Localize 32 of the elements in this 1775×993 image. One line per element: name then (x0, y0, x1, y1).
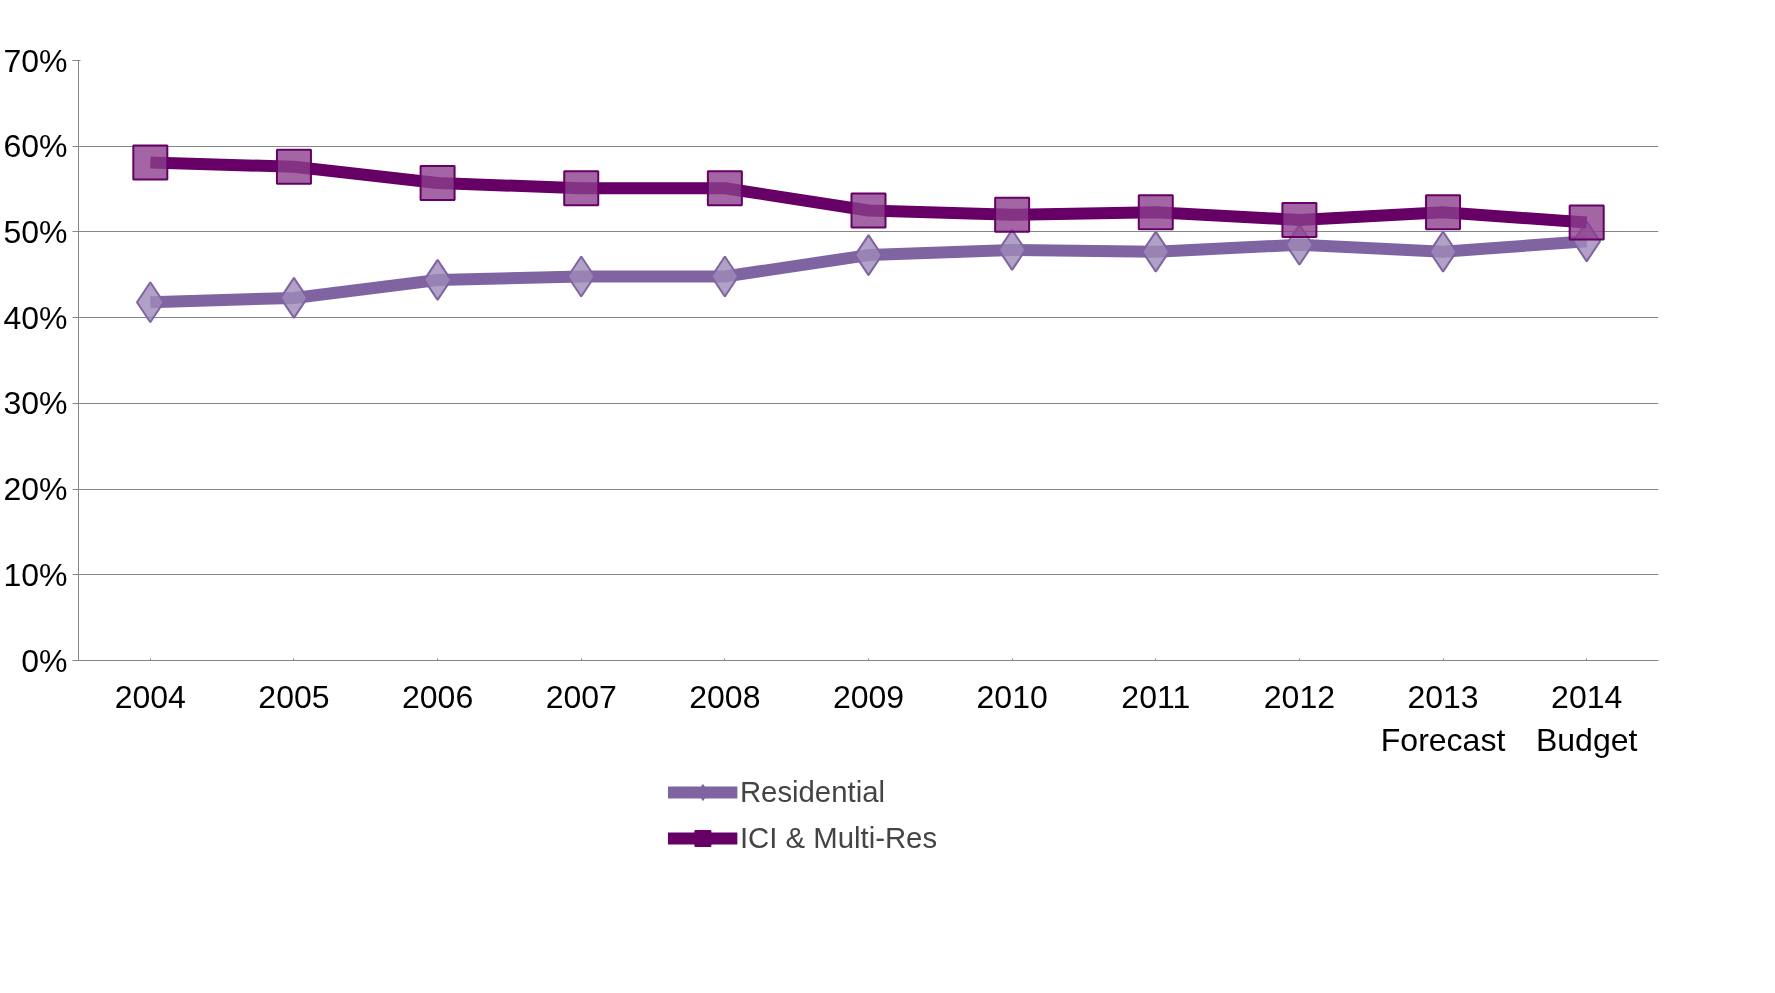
legend-label: ICI & Multi-Res (739, 821, 938, 855)
point (132, 144, 169, 181)
point (850, 192, 887, 229)
y-tick-label: 20% (3, 471, 68, 508)
y-tick-label: 10% (3, 556, 68, 593)
point (706, 170, 743, 207)
x-tick-label: 2005 (258, 678, 330, 715)
y-tick-label: 30% (3, 385, 68, 422)
x-tick-label: 2014 Budget (1535, 678, 1638, 758)
x-tick-label: 2012 (1263, 678, 1335, 715)
x-tick-label: 2011 (1121, 678, 1191, 715)
point (1568, 204, 1605, 241)
point (1137, 194, 1174, 231)
y-tick-label: 60% (3, 128, 68, 165)
point (275, 148, 312, 185)
point (1425, 194, 1462, 231)
x-tick-label: 2007 (545, 678, 617, 715)
legend-label: Residential (739, 775, 885, 809)
x-tick-label: 2006 (402, 678, 474, 715)
point (563, 170, 600, 207)
y-tick-label: 0% (21, 642, 68, 679)
y-tick-label: 50% (3, 213, 68, 250)
point (1281, 201, 1318, 238)
x-tick-label: 2004 (114, 678, 186, 715)
point (994, 196, 1031, 233)
x-tick-label: 2013 Forecast (1380, 678, 1506, 758)
y-tick-label: 40% (3, 299, 68, 336)
x-tick-label: 2009 (832, 678, 905, 715)
point (419, 165, 456, 202)
x-tick-label: 2010 (976, 678, 1048, 715)
x-tick-label: 2008 (689, 678, 761, 715)
y-tick-label: 70% (3, 42, 68, 79)
